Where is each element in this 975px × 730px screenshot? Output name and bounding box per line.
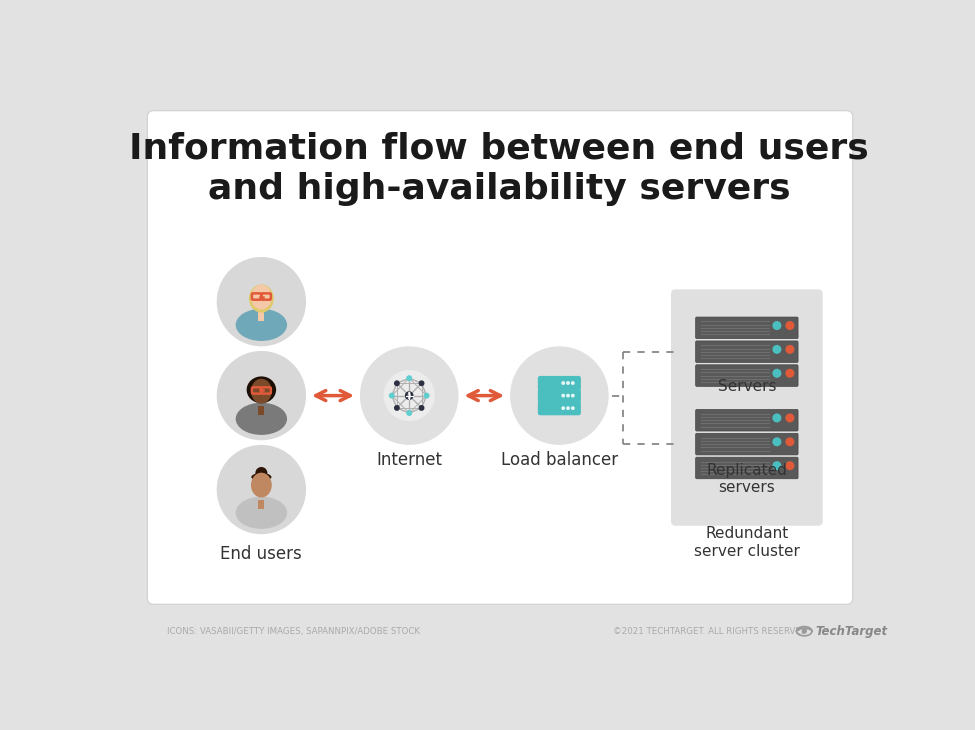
Circle shape [510,346,608,445]
Circle shape [424,393,430,399]
Circle shape [394,380,400,386]
Circle shape [772,321,781,330]
FancyBboxPatch shape [695,341,799,363]
Circle shape [571,381,574,385]
Circle shape [216,445,306,534]
Circle shape [383,370,435,421]
Ellipse shape [236,403,287,435]
Circle shape [389,393,395,399]
Circle shape [786,413,795,423]
Circle shape [772,461,781,470]
Circle shape [801,629,806,634]
Text: Load balancer: Load balancer [501,451,618,469]
Text: Information flow between end users
and high-availability servers: Information flow between end users and h… [130,131,869,206]
Circle shape [786,461,795,470]
Circle shape [418,380,424,386]
Text: Servers: Servers [718,379,776,394]
Circle shape [786,321,795,330]
Circle shape [562,406,565,410]
Text: TechTarget: TechTarget [815,625,887,638]
Circle shape [407,410,412,416]
FancyBboxPatch shape [538,376,581,390]
Circle shape [407,375,412,381]
Circle shape [566,406,570,410]
Circle shape [562,393,565,398]
Bar [258,406,264,415]
Text: ICONS: VASABII/GETTY IMAGES, SAPANNPIX/ADOBE STOCK: ICONS: VASABII/GETTY IMAGES, SAPANNPIX/A… [167,627,419,636]
Ellipse shape [251,379,272,404]
Circle shape [571,406,574,410]
Circle shape [566,381,570,385]
Circle shape [216,257,306,346]
Circle shape [562,381,565,385]
Circle shape [786,369,795,377]
FancyBboxPatch shape [538,388,581,403]
FancyBboxPatch shape [695,457,799,479]
Circle shape [571,393,574,398]
Circle shape [394,405,400,411]
Ellipse shape [251,285,272,310]
Circle shape [786,345,795,354]
Ellipse shape [251,473,272,497]
FancyBboxPatch shape [695,365,799,386]
Circle shape [405,391,413,400]
Circle shape [772,345,781,354]
Circle shape [216,351,306,440]
Ellipse shape [247,377,276,403]
Bar [258,499,264,509]
FancyBboxPatch shape [695,434,799,455]
Text: Internet: Internet [376,451,443,469]
Ellipse shape [236,309,287,341]
Circle shape [566,393,570,398]
FancyBboxPatch shape [538,401,581,415]
FancyBboxPatch shape [147,111,853,604]
Ellipse shape [236,496,287,529]
FancyBboxPatch shape [695,410,799,431]
Ellipse shape [252,473,271,481]
FancyBboxPatch shape [671,289,823,526]
FancyBboxPatch shape [695,317,799,339]
Bar [258,312,264,320]
Ellipse shape [249,285,274,312]
Circle shape [772,413,781,423]
Circle shape [255,467,267,479]
Text: Replicated
servers: Replicated servers [707,463,787,495]
Text: ©2021 TECHTARGET. ALL RIGHTS RESERVED: ©2021 TECHTARGET. ALL RIGHTS RESERVED [613,627,807,636]
Text: Redundant
server cluster: Redundant server cluster [694,526,799,559]
Circle shape [772,369,781,377]
Circle shape [418,405,424,411]
Circle shape [772,437,781,446]
Circle shape [786,437,795,446]
Circle shape [360,346,458,445]
Text: End users: End users [220,545,302,564]
